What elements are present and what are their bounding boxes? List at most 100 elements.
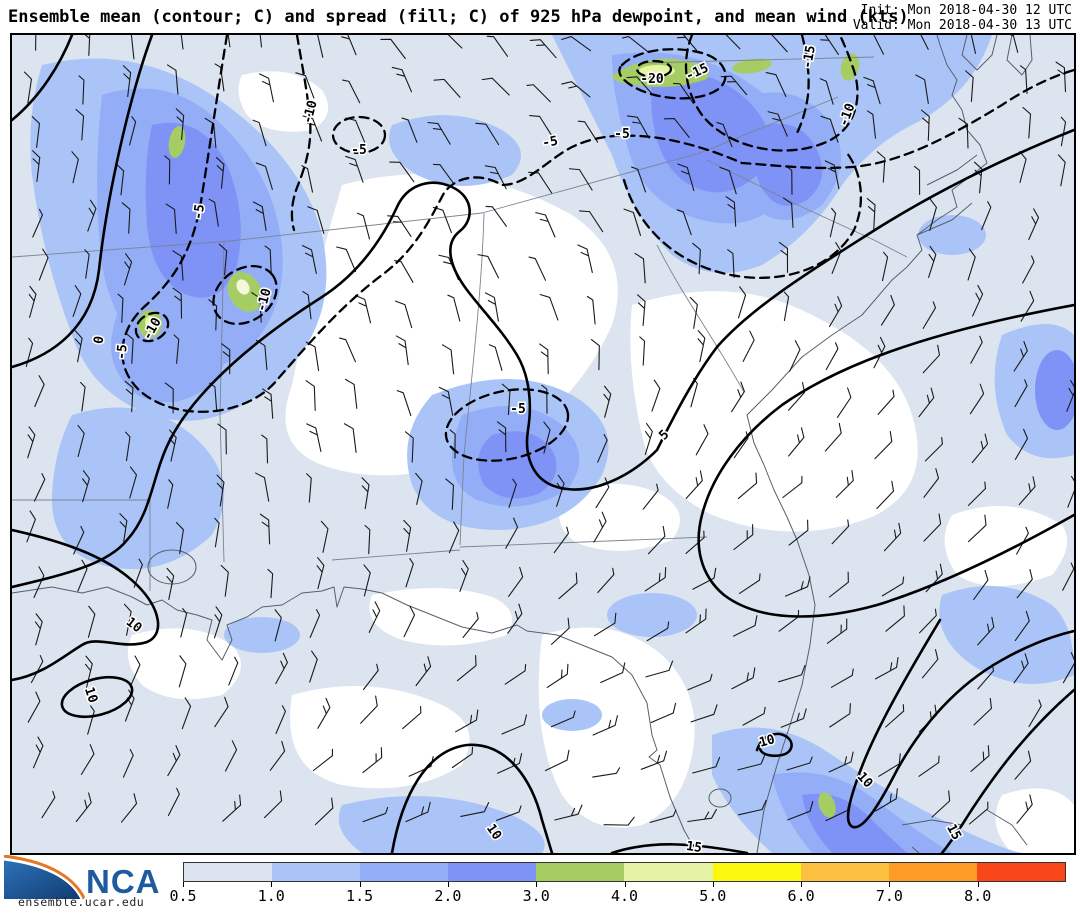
wind-barb <box>484 292 499 322</box>
wind-barb <box>647 525 666 555</box>
wind-barb <box>918 755 940 777</box>
wind-barb <box>863 76 881 105</box>
wind-barb <box>306 473 312 503</box>
wind-barb <box>881 576 905 597</box>
wind-barb <box>554 804 583 821</box>
wind-barb <box>252 201 267 231</box>
wind-barb <box>75 792 92 823</box>
wind-barb <box>263 790 283 819</box>
wind-barb <box>973 697 992 726</box>
wind-barb <box>307 206 325 234</box>
wind-barb <box>402 705 422 730</box>
wind-barb <box>31 116 41 148</box>
wind-barb <box>339 337 356 363</box>
colorbar-tick-label: 7.0 <box>875 887 903 905</box>
wind-barb <box>543 421 551 454</box>
wind-barb <box>826 618 848 644</box>
wind-barb <box>866 197 876 230</box>
wind-barb <box>875 788 898 812</box>
wind-barb <box>477 254 500 279</box>
wind-barb <box>782 197 794 228</box>
wind-barb <box>733 524 754 551</box>
wind-barb <box>553 526 569 554</box>
wind-barb <box>204 117 217 149</box>
wind-barb <box>336 35 357 56</box>
wind-barb <box>913 165 921 195</box>
colorbar-segment <box>800 863 889 881</box>
wind-barb <box>906 35 929 50</box>
wind-barb <box>314 797 334 826</box>
wind-barb <box>539 293 559 321</box>
wind-barb <box>862 35 885 55</box>
wind-barb <box>295 72 315 99</box>
wind-barb <box>75 108 85 141</box>
wind-barb <box>81 35 91 56</box>
wind-barb <box>495 805 522 821</box>
wind-barb <box>84 655 93 688</box>
wind-barb <box>220 564 229 597</box>
wind-barb <box>644 422 653 456</box>
wind-barb <box>448 521 460 554</box>
wind-barb <box>364 524 371 555</box>
wind-barb <box>725 196 737 227</box>
wind-barb <box>445 478 455 510</box>
wind-barb <box>881 251 889 282</box>
wind-barb <box>1062 652 1074 684</box>
wind-barb <box>922 301 937 329</box>
wind-barb <box>925 563 943 593</box>
wind-barb <box>26 510 36 543</box>
wind-barb <box>262 388 274 419</box>
wind-barb <box>394 300 413 329</box>
wind-barb <box>782 475 803 499</box>
wind-barb <box>592 767 621 778</box>
dashed-contours <box>121 35 1074 462</box>
wind-barb <box>649 809 677 823</box>
wind-barb <box>391 66 413 93</box>
wind-barb <box>1018 476 1036 506</box>
wind-barb <box>129 466 138 499</box>
wind-barb <box>401 117 418 143</box>
wind-barb <box>831 519 850 545</box>
wind-barb <box>764 35 788 53</box>
wind-barb <box>1028 699 1042 728</box>
wind-barb <box>981 201 992 231</box>
wind-barb <box>1014 610 1030 641</box>
wind-barb <box>550 710 576 728</box>
wind-barb <box>1001 35 1019 53</box>
wind-barb <box>828 571 849 598</box>
wind-barb <box>73 525 85 555</box>
wind-barb <box>885 704 905 728</box>
colorbar-tick <box>624 882 626 887</box>
wind-barb <box>825 342 839 371</box>
wind-barb <box>255 472 270 502</box>
wind-barb <box>677 163 695 192</box>
wind-barb <box>593 511 607 543</box>
wind-barb <box>80 381 86 412</box>
wind-barb <box>639 336 646 366</box>
wind-barb <box>507 603 523 634</box>
wind-barb <box>434 35 463 49</box>
wind-barb <box>129 116 137 146</box>
wind-barb <box>345 155 364 183</box>
wind-barb <box>878 753 901 777</box>
wind-barb <box>820 115 839 143</box>
wind-barb <box>124 380 134 413</box>
colorbar-tick-label: 4.0 <box>610 887 639 905</box>
wind-barb <box>123 603 132 636</box>
wind-barb <box>631 166 647 193</box>
wind-barb <box>38 248 49 281</box>
wind-barb <box>593 612 617 637</box>
page-title: Ensemble mean (contour; C) and spread (f… <box>8 7 909 27</box>
wind-barb <box>305 341 320 372</box>
wind-barb <box>1016 568 1033 599</box>
wind-barb <box>967 514 987 543</box>
wind-barb <box>742 706 766 726</box>
colorbar-segment <box>272 863 361 881</box>
wind-barb <box>485 205 507 227</box>
wind-barb <box>80 744 95 775</box>
wind-barb <box>264 245 272 275</box>
wind-barb <box>600 662 626 684</box>
wind-barb <box>344 378 358 409</box>
colorbar-tick <box>801 882 803 887</box>
wind-barb <box>969 383 985 415</box>
